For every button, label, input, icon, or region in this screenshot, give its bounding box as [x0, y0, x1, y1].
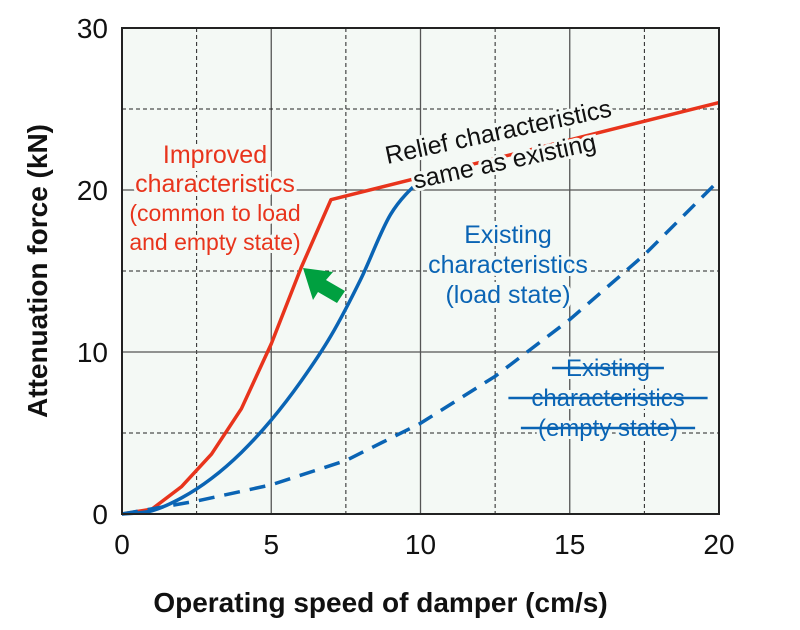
plot-frame — [121, 27, 720, 515]
x-tick-label: 20 — [703, 529, 734, 560]
annotation-line: Improved — [163, 141, 267, 169]
x-tick-label: 15 — [554, 529, 585, 560]
annotation-line: and empty state) — [129, 229, 300, 255]
y-tick-label: 0 — [92, 499, 108, 530]
y-tick-label: 10 — [77, 337, 108, 368]
y-axis-label: Attenuation force (kN) — [22, 124, 53, 418]
series-line-1 — [121, 172, 437, 516]
series-line-0 — [121, 100, 720, 516]
y-tick-label: 20 — [77, 175, 108, 206]
x-tick-label: 10 — [405, 529, 436, 560]
x-tick-label: 5 — [263, 529, 279, 560]
annotation-line: (load state) — [445, 281, 570, 309]
green-arrow-icon — [303, 268, 345, 303]
annotation-line: characteristics — [428, 251, 588, 279]
x-axis-label: Operating speed of damper (cm/s) — [153, 587, 607, 618]
series-line-2 — [121, 179, 721, 516]
x-tick-label: 0 — [114, 529, 130, 560]
annotation-line: characteristics — [135, 170, 295, 198]
annotation-line: (common to load — [129, 200, 300, 226]
annotation-line: Existing — [464, 221, 552, 249]
y-tick-label: 30 — [77, 13, 108, 44]
